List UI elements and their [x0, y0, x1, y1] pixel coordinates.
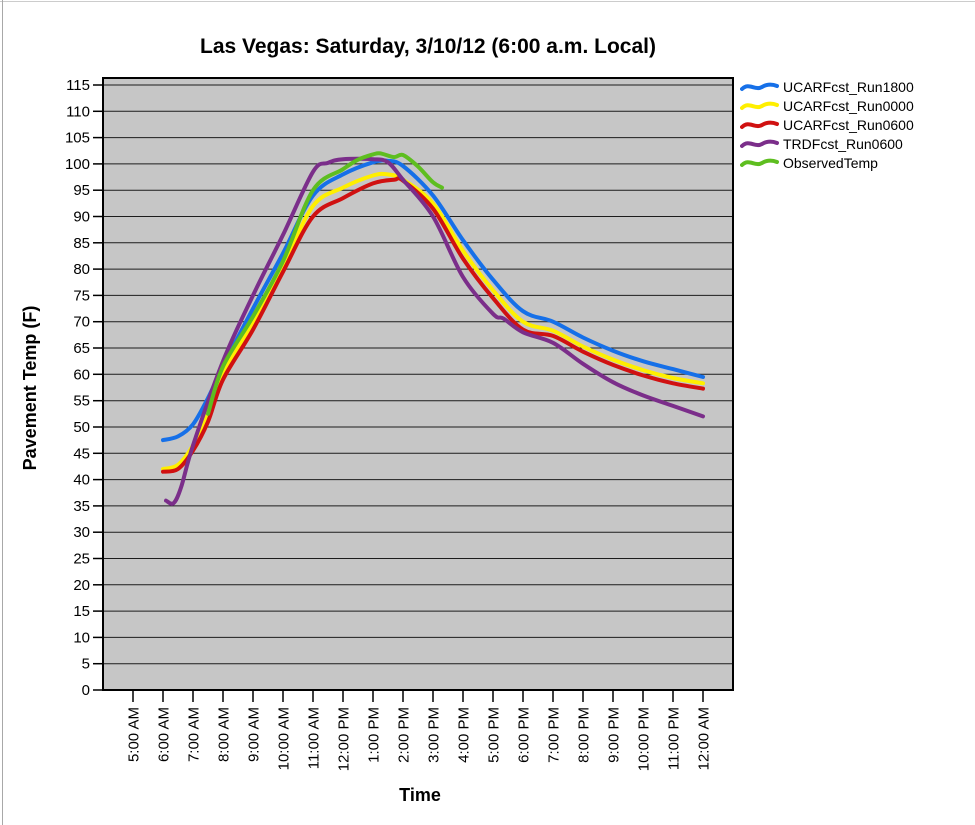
x-tick-label: 2:00 PM: [396, 707, 413, 763]
x-axis-title: Time: [399, 785, 441, 805]
legend-line-TRDFcst_Run0600: [740, 139, 779, 148]
y-tick-label: 60: [73, 366, 90, 383]
y-tick-label: 105: [65, 130, 90, 147]
window-left-edge: [2, 0, 3, 825]
legend-line-ObservedTemp: [740, 158, 779, 167]
legend-label: UCARFcst_Run0600: [783, 116, 914, 133]
legend-line-swatch: [740, 82, 779, 91]
x-tick-label: 6:00 PM: [516, 707, 533, 763]
legend-item-UCARFcst_Run0000: UCARFcst_Run0000: [740, 96, 914, 115]
x-tick-label: 9:00 AM: [246, 707, 263, 762]
chart-title: Las Vegas: Saturday, 3/10/12 (6:00 a.m. …: [200, 35, 656, 58]
x-tick-label: 11:00 AM: [306, 707, 323, 769]
legend-label: TRDFcst_Run0600: [783, 135, 903, 152]
y-tick-label: 65: [73, 340, 90, 357]
x-tick-label: 10:00 PM: [636, 707, 653, 771]
legend-line-swatch: [740, 158, 779, 167]
y-tick-label: 100: [65, 156, 90, 173]
legend-label: UCARFcst_Run0000: [783, 97, 914, 114]
y-tick-label: 20: [73, 577, 90, 594]
x-tick-label: 5:00 PM: [486, 707, 503, 763]
legend-line-swatch: [740, 101, 779, 110]
y-tick-label: 70: [73, 314, 90, 331]
window-top-edge: [0, 1, 975, 2]
x-tick-label: 7:00 AM: [186, 707, 203, 762]
legend-item-UCARFcst_Run1800: UCARFcst_Run1800: [740, 77, 914, 96]
y-axis-title: Pavement Temp (F): [20, 306, 40, 471]
y-tick-label: 50: [73, 419, 90, 436]
y-tick-label: 15: [73, 603, 90, 620]
y-tick-label: 40: [73, 472, 90, 489]
y-tick-label: 85: [73, 235, 90, 252]
y-tick-label: 25: [73, 551, 90, 568]
series-line-UCARFcst_Run0600: [161, 176, 705, 474]
plot-area: [103, 78, 733, 690]
legend-item-ObservedTemp: ObservedTemp: [740, 153, 914, 172]
legend-item-UCARFcst_Run0600: UCARFcst_Run0600: [740, 115, 914, 134]
y-tick-label: 10: [73, 629, 90, 646]
x-tick-label: 7:00 PM: [546, 707, 563, 763]
x-tick-label: 3:00 PM: [426, 707, 443, 763]
legend-label: UCARFcst_Run1800: [783, 78, 914, 95]
x-tick-label: 12:00 PM: [336, 707, 353, 771]
legend-item-TRDFcst_Run0600: TRDFcst_Run0600: [740, 134, 914, 153]
y-tick-label: 90: [73, 209, 90, 226]
y-tick-label: 30: [73, 524, 90, 541]
y-tick-label: 75: [73, 287, 90, 304]
series-line-ObservedTemp: [206, 151, 444, 416]
x-tick-label: 6:00 AM: [156, 707, 173, 762]
x-tick-label: 11:00 PM: [666, 707, 683, 770]
legend: UCARFcst_Run1800 UCARFcst_Run0000 UCARFcst…: [740, 77, 914, 172]
legend-label: ObservedTemp: [783, 154, 878, 171]
legend-line-UCARFcst_Run0000: [740, 101, 779, 110]
x-tick-label: 1:00 PM: [366, 707, 383, 763]
x-tick-label: 4:00 PM: [456, 707, 473, 763]
x-tick-label: 10:00 AM: [276, 707, 293, 770]
legend-line-UCARFcst_Run0600: [740, 120, 779, 129]
y-tick-label: 110: [66, 103, 90, 120]
x-tick-label: 5:00 AM: [126, 707, 143, 762]
x-tick-label: 9:00 PM: [606, 707, 623, 763]
x-tick-label: 8:00 PM: [576, 707, 593, 763]
y-tick-label: 55: [73, 393, 90, 410]
legend-line-UCARFcst_Run1800: [740, 82, 779, 91]
y-tick-label: 80: [73, 261, 90, 278]
y-tick-label: 35: [73, 498, 90, 515]
plot-frame: [102, 77, 734, 691]
x-tick-label: 12:00 AM: [696, 707, 713, 770]
legend-line-swatch: [740, 139, 779, 148]
x-tick-label: 8:00 AM: [216, 707, 233, 762]
y-tick-label: 5: [82, 656, 90, 673]
legend-line-swatch: [740, 120, 779, 129]
y-tick-label: 115: [66, 77, 90, 94]
y-tick-label: 45: [73, 445, 90, 462]
y-tick-label: 0: [82, 682, 90, 699]
y-tick-label: 95: [73, 182, 90, 199]
